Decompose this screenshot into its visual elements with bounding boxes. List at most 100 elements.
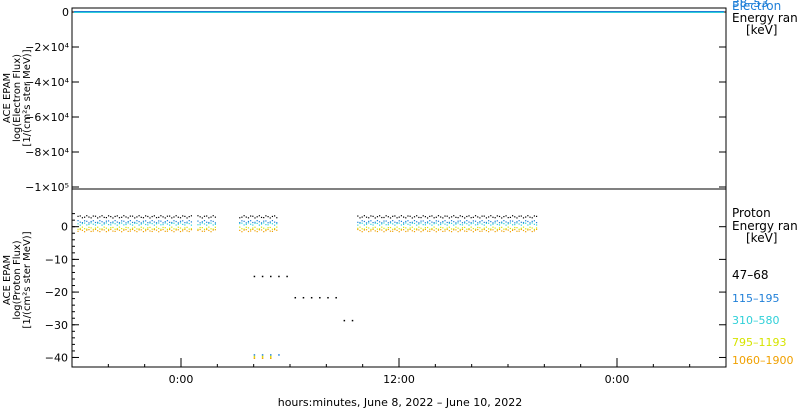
proton-point bbox=[186, 222, 188, 224]
proton-point bbox=[186, 221, 188, 223]
proton-point bbox=[501, 222, 503, 224]
proton-point bbox=[129, 230, 131, 232]
proton-point bbox=[241, 220, 243, 222]
proton-point bbox=[77, 228, 79, 230]
proton-point bbox=[511, 229, 514, 231]
proton-point bbox=[479, 227, 481, 229]
proton-point bbox=[481, 215, 483, 217]
proton-point bbox=[501, 217, 503, 219]
proton-point bbox=[503, 228, 505, 230]
electron-y-ticks: 0 −2×10⁴ −4×10⁴ −6×10⁴ −8×10⁴ −1×10⁵ bbox=[25, 6, 726, 194]
proton-point bbox=[90, 217, 92, 219]
proton-point bbox=[199, 226, 201, 229]
proton-point bbox=[210, 231, 212, 233]
proton-point bbox=[271, 223, 274, 225]
proton-gap-point bbox=[261, 355, 264, 358]
proton-point bbox=[175, 220, 177, 223]
electron-legend-title-3: [keV] bbox=[746, 23, 777, 37]
proton-point bbox=[431, 215, 433, 217]
proton-point bbox=[140, 226, 142, 228]
proton-point bbox=[271, 215, 274, 218]
proton-point bbox=[437, 215, 440, 217]
proton-point bbox=[376, 228, 379, 230]
proton-point bbox=[477, 226, 479, 229]
proton-point bbox=[370, 223, 372, 225]
proton-point bbox=[368, 220, 370, 222]
proton-point bbox=[169, 215, 171, 217]
proton-point bbox=[94, 224, 97, 226]
proton-point bbox=[418, 216, 420, 219]
proton-point bbox=[134, 222, 136, 224]
proton-point bbox=[385, 220, 387, 222]
proton-point bbox=[507, 217, 509, 219]
proton-point bbox=[77, 223, 79, 225]
proton-point bbox=[455, 216, 457, 218]
proton-point bbox=[184, 215, 186, 218]
proton-legend: Proton Energy ran [keV] 47–68 115–195 31… bbox=[732, 206, 798, 367]
proton-point bbox=[99, 220, 101, 222]
proton-point bbox=[357, 215, 359, 217]
proton-point bbox=[374, 230, 376, 232]
proton-series-3 bbox=[77, 222, 538, 226]
proton-point bbox=[127, 221, 129, 223]
proton-point bbox=[94, 221, 97, 224]
proton-point bbox=[422, 228, 424, 230]
proton-point bbox=[129, 228, 131, 230]
proton-point bbox=[269, 217, 271, 219]
proton-point bbox=[116, 221, 118, 223]
proton-point bbox=[210, 222, 212, 224]
proton-point bbox=[171, 217, 173, 219]
proton-gap-point bbox=[302, 296, 305, 299]
electron-ylabel-line-2: log(Electron Flux) bbox=[12, 54, 23, 142]
proton-y-tick-label: −20 bbox=[45, 286, 68, 299]
proton-point bbox=[79, 227, 81, 230]
proton-point bbox=[188, 219, 190, 222]
proton-point bbox=[400, 229, 403, 231]
proton-point bbox=[518, 220, 520, 222]
electron-y-tick-label: −6×10⁴ bbox=[25, 111, 69, 124]
proton-point bbox=[516, 227, 518, 229]
proton-point bbox=[243, 224, 245, 226]
proton-xlabel: hours:minutes, June 8, 2022 – June 10, 2… bbox=[278, 396, 523, 409]
proton-point bbox=[97, 226, 99, 228]
proton-point bbox=[372, 224, 374, 226]
proton-point bbox=[389, 222, 392, 224]
proton-point bbox=[381, 226, 383, 228]
proton-point bbox=[199, 224, 201, 226]
proton-point bbox=[398, 216, 400, 218]
proton-point bbox=[389, 226, 392, 229]
proton-point bbox=[134, 221, 136, 224]
proton-point bbox=[201, 230, 203, 232]
proton-point bbox=[103, 229, 105, 231]
proton-point bbox=[197, 220, 199, 222]
proton-point bbox=[147, 222, 149, 224]
proton-point bbox=[490, 215, 492, 217]
proton-point bbox=[140, 229, 142, 231]
proton-point bbox=[86, 229, 88, 231]
proton-point bbox=[440, 229, 442, 231]
proton-point bbox=[121, 216, 123, 218]
proton-point bbox=[533, 223, 535, 225]
proton-point bbox=[110, 215, 112, 218]
proton-point bbox=[464, 226, 466, 229]
proton-point bbox=[97, 217, 99, 219]
proton-point bbox=[381, 222, 383, 224]
proton-point bbox=[214, 216, 216, 218]
proton-point bbox=[83, 220, 86, 222]
proton-point bbox=[94, 215, 97, 217]
proton-point bbox=[206, 227, 208, 229]
proton-point bbox=[101, 229, 103, 231]
proton-point bbox=[387, 227, 389, 229]
proton-point bbox=[453, 228, 455, 230]
proton-point bbox=[127, 230, 129, 232]
proton-point bbox=[429, 219, 431, 222]
proton-point bbox=[381, 216, 383, 219]
proton-point bbox=[136, 216, 138, 218]
proton-point bbox=[490, 220, 492, 223]
proton-point bbox=[503, 230, 505, 233]
proton-point bbox=[239, 229, 241, 231]
proton-point bbox=[125, 223, 127, 226]
proton-point bbox=[402, 222, 405, 224]
proton-point bbox=[424, 216, 426, 218]
proton-point bbox=[269, 230, 271, 232]
